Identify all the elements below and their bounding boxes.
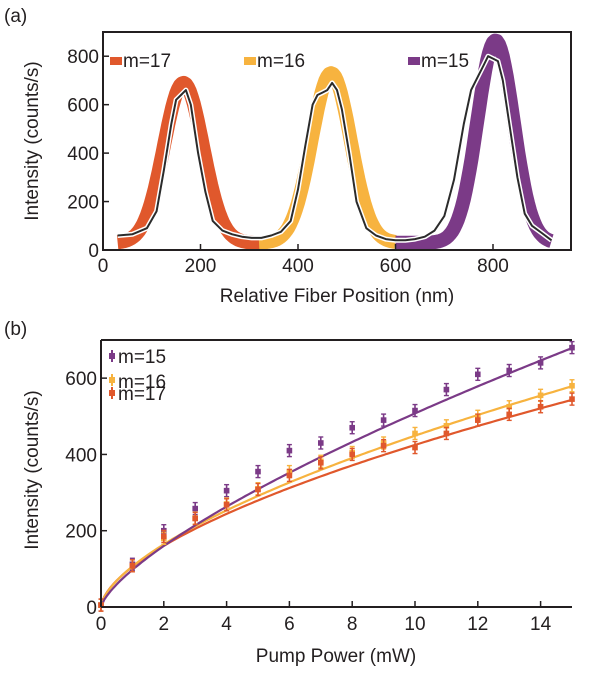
panel-b-point-m=15 (412, 403, 418, 418)
panel-b-point-m=15 (349, 421, 355, 435)
panel-b-plot-area (98, 340, 575, 612)
panel-a-label: (a) (4, 6, 27, 27)
legend-label-m16: m=16 (257, 51, 305, 72)
panel-b-point-m=15 (443, 382, 450, 397)
legend-swatch-m16 (244, 57, 256, 65)
legend-label-b-m16: m=16 (118, 372, 166, 393)
panel-b-point-m=17 (443, 426, 450, 441)
panel-b-x-tick-label: 0 (96, 614, 107, 635)
panel-a-measured-trace (117, 55, 553, 242)
panel-b-label: (b) (4, 319, 27, 340)
panel-b-point-m=17 (349, 447, 355, 462)
panel-b-y-tick-label: 200 (65, 522, 97, 543)
panel-b-point-m=15 (286, 443, 293, 458)
panel-a-y-axis-label: Intensity (counts/s) (22, 61, 43, 220)
panel-b-point-m=15 (475, 367, 481, 382)
panel-b-point-m=15 (569, 340, 575, 355)
panel-b-point-m=15 (506, 363, 512, 378)
panel-a: (a) 0 200 400 600 800 0 200 400 600 800 Relative… (4, 6, 572, 307)
legend-item-m15: m=15 (408, 51, 469, 72)
panel-b-y-tick-label: 600 (65, 369, 97, 390)
panel-a-y-tick-label: 200 (67, 193, 99, 214)
panel-b-point-m=16 (412, 426, 418, 441)
panel-b-point-m=17 (412, 440, 418, 455)
panel-b-x-tick-label: 14 (530, 614, 552, 635)
panel-b-y-tick-label: 0 (86, 598, 97, 619)
panel-b-y-axis-label: Intensity (counts/s) (22, 390, 43, 549)
panel-b-y-ticks: 0 200 400 600 (65, 369, 107, 619)
panel-a-x-tick-label: 200 (185, 256, 217, 277)
panel-a-x-tick-label: 0 (98, 256, 109, 277)
legend-marker-b-m17 (109, 390, 115, 396)
panel-b-point-m=17 (161, 529, 167, 544)
panel-b-point-m=17 (537, 400, 544, 414)
panel-b-x-axis-label: Pump Power (mW) (256, 646, 416, 667)
legend-marker-b-m16 (109, 377, 115, 383)
panel-b-point-m=17 (255, 482, 261, 497)
panel-b-point-m=16 (569, 379, 575, 393)
panel-b-x-tick-label: 2 (159, 614, 170, 635)
panel-a-y-ticks: 0 200 400 600 800 (67, 47, 109, 262)
panel-a-curve-m=17 (112, 75, 269, 250)
panel-a-x-axis-label: Relative Fiber Position (nm) (220, 286, 454, 307)
panel-a-x-tick-label: 800 (477, 256, 509, 277)
panel-b-x-tick-label: 10 (404, 614, 425, 635)
panel-a-legend: m=17 m=16 m=15 (110, 51, 469, 72)
panel-b-point-m=17 (286, 468, 293, 483)
panel-b-legend: m=15 m=16 m=17 (109, 347, 166, 405)
legend-item-b-m15: m=15 (109, 347, 166, 368)
panel-a-x-ticks: 0 200 400 600 800 (98, 244, 509, 277)
legend-label-b-m17: m=17 (118, 384, 166, 405)
panel-b-point-m=17 (380, 438, 387, 453)
panel-b-x-tick-label: 4 (221, 614, 232, 635)
panel-b-x-tick-label: 12 (467, 614, 488, 635)
panel-a-y-tick-label: 400 (67, 144, 99, 165)
legend-item-m17: m=17 (110, 51, 171, 72)
legend-item-m16: m=16 (244, 51, 305, 72)
panel-a-frame (102, 31, 572, 251)
legend-marker-b-m15 (109, 353, 115, 359)
panel-b-point-m=15 (537, 356, 544, 370)
panel-a-x-tick-label: 400 (282, 256, 314, 277)
panel-b-point-m=17 (129, 559, 136, 573)
panel-a-curve-m=16 (254, 66, 401, 250)
panel-b-point-m=15 (318, 436, 324, 450)
panel-b-y-tick-label: 400 (65, 445, 97, 466)
panel-b-point-m=16 (537, 388, 544, 403)
panel-a-x-tick-label: 600 (380, 256, 412, 277)
panel-a-curve-m=15 (390, 33, 557, 250)
panel-b-point-m=15 (380, 413, 387, 427)
panel-a-plot-area (112, 33, 557, 250)
legend-label-m17: m=17 (123, 51, 171, 72)
legend-item-b-m17: m=17 (109, 384, 166, 405)
panel-b-x-tick-label: 8 (347, 614, 358, 635)
panel-b-point-m=17 (569, 392, 575, 406)
panel-b-x-ticks: 0 2 4 6 8 10 12 14 (96, 601, 552, 635)
legend-item-b-m16: m=16 (109, 372, 166, 393)
panel-a-y-tick-label: 800 (67, 47, 99, 68)
panel-b-fit-m=15 (99, 346, 573, 608)
panel-b-point-m=17 (506, 407, 512, 422)
legend-label-b-m15: m=15 (118, 347, 166, 368)
panel-a-y-tick-label: 600 (67, 96, 99, 117)
legend-swatch-m15 (408, 57, 420, 65)
panel-a-y-tick-label: 0 (88, 241, 99, 262)
panel-b-x-tick-label: 6 (284, 614, 295, 635)
panel-b-point-m=15 (223, 483, 230, 498)
panel-b-fit-m=17 (99, 398, 573, 608)
panel-b-point-m=17 (318, 456, 324, 470)
legend-swatch-m17 (110, 57, 122, 65)
panel-b-point-m=17 (223, 498, 230, 512)
panel-b-point-m=17 (192, 511, 198, 526)
panel-b-point-m=17 (475, 413, 481, 427)
panel-b: (b) 0 2 4 6 8 10 12 14 0 200 400 600 Pump Power (m… (4, 319, 575, 667)
panel-b-point-m=15 (255, 464, 261, 479)
legend-label-m15: m=15 (421, 51, 469, 72)
